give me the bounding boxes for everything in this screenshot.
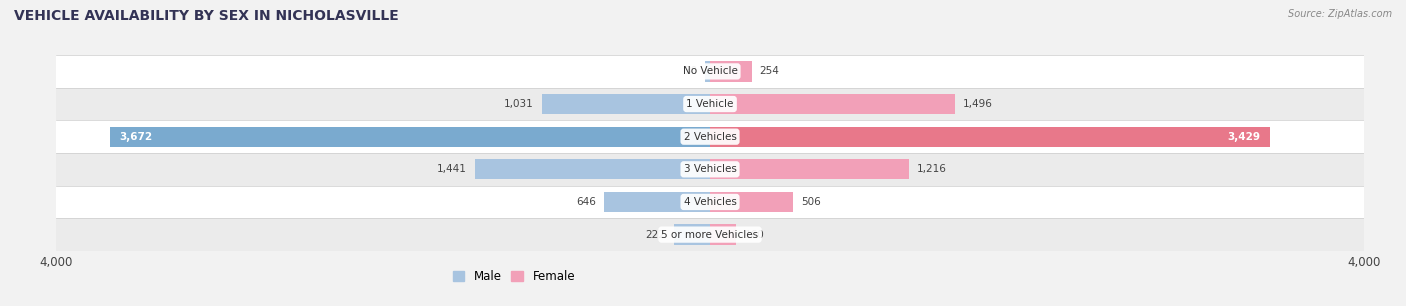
Bar: [710, 159, 908, 179]
Text: 222: 222: [645, 230, 665, 240]
Text: 2 Vehicles: 2 Vehicles: [683, 132, 737, 142]
Text: VEHICLE AVAILABILITY BY SEX IN NICHOLASVILLE: VEHICLE AVAILABILITY BY SEX IN NICHOLASV…: [14, 9, 399, 23]
Bar: [710, 61, 752, 81]
Bar: [474, 159, 710, 179]
Bar: [605, 192, 710, 212]
Bar: [710, 127, 1271, 147]
Bar: [56, 218, 1364, 251]
Text: 3 Vehicles: 3 Vehicles: [683, 164, 737, 174]
Text: 1,496: 1,496: [963, 99, 993, 109]
Bar: [706, 61, 710, 81]
Bar: [56, 55, 1364, 88]
Text: 3,429: 3,429: [1227, 132, 1261, 142]
Text: 1 Vehicle: 1 Vehicle: [686, 99, 734, 109]
Text: Source: ZipAtlas.com: Source: ZipAtlas.com: [1288, 9, 1392, 19]
Bar: [541, 94, 710, 114]
Text: 5 or more Vehicles: 5 or more Vehicles: [661, 230, 759, 240]
Text: 1,216: 1,216: [917, 164, 946, 174]
Bar: [710, 94, 955, 114]
Text: No Vehicle: No Vehicle: [682, 66, 738, 76]
Bar: [56, 153, 1364, 186]
Legend: Male, Female: Male, Female: [449, 266, 579, 288]
Bar: [673, 225, 710, 245]
Text: 160: 160: [744, 230, 763, 240]
Text: 506: 506: [801, 197, 821, 207]
Bar: [56, 120, 1364, 153]
Text: 1,441: 1,441: [436, 164, 467, 174]
Bar: [56, 186, 1364, 218]
Bar: [710, 225, 737, 245]
Text: 3,672: 3,672: [120, 132, 153, 142]
Text: 30: 30: [683, 66, 697, 76]
Text: 1,031: 1,031: [503, 99, 533, 109]
Bar: [56, 88, 1364, 120]
Text: 4 Vehicles: 4 Vehicles: [683, 197, 737, 207]
Text: 646: 646: [576, 197, 596, 207]
Bar: [710, 192, 793, 212]
Bar: [110, 127, 710, 147]
Text: 254: 254: [759, 66, 779, 76]
